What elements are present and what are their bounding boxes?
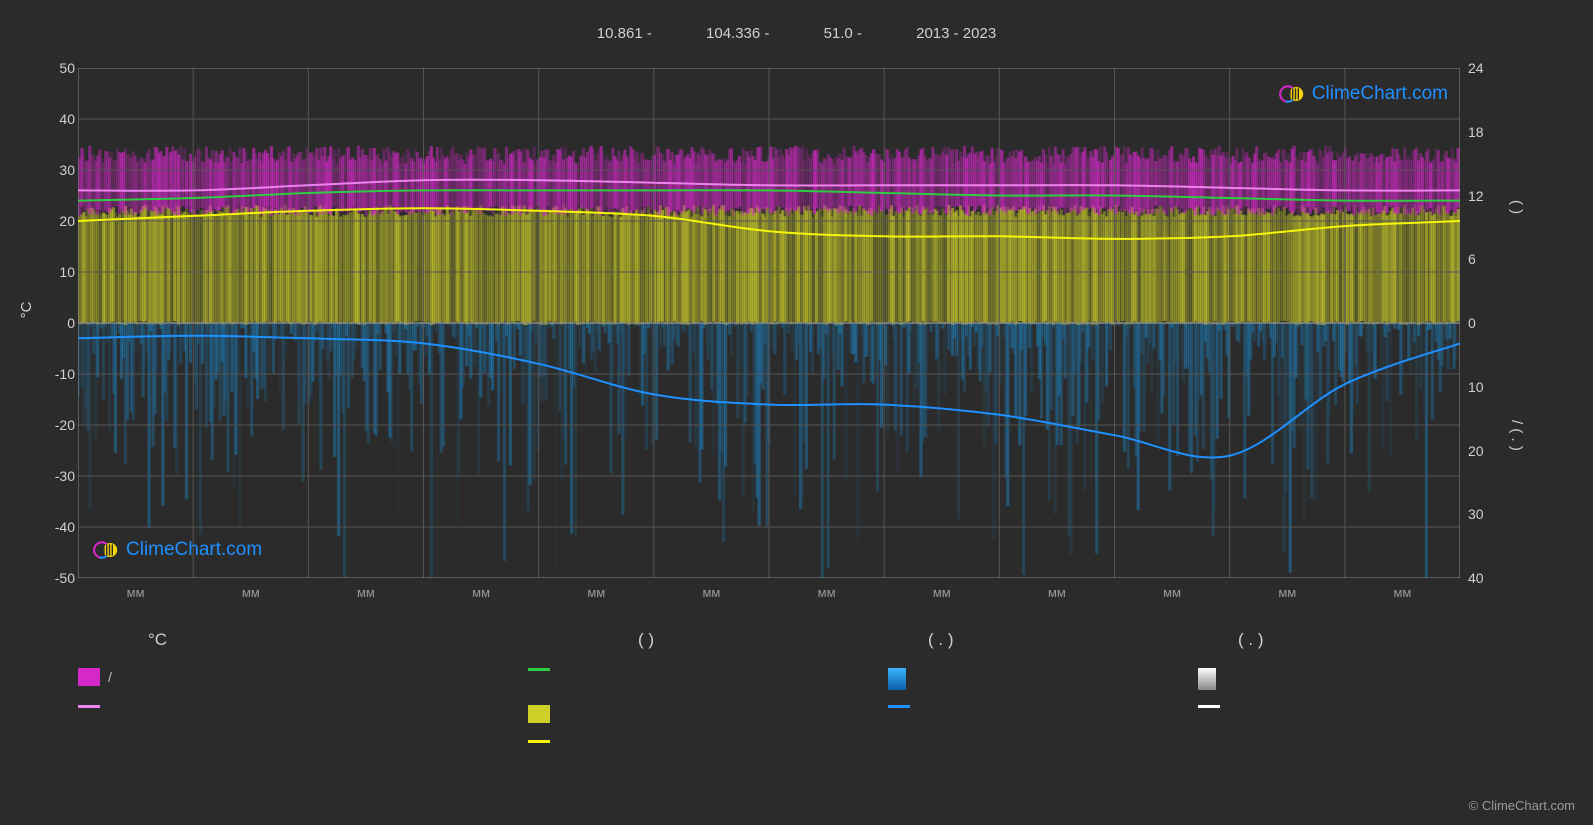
y-axis-right-label-top: ( ) [1508, 200, 1525, 214]
legend-h1: °C [148, 630, 167, 650]
x-axis: мммммммммммммммммммммммм [78, 585, 1460, 605]
logo-icon [92, 536, 120, 564]
lon: 104.336 - [706, 25, 769, 42]
y-axis-left: 50403020100-10-20-30-40-50 [40, 68, 75, 578]
legend-item [1198, 705, 1228, 708]
legend-h4: ( . ) [1238, 630, 1264, 650]
copyright: © ClimeChart.com [1469, 798, 1575, 813]
elev: 51.0 - [824, 25, 862, 42]
legend-h2: ( ) [638, 630, 654, 650]
legend-item [528, 668, 558, 671]
brand-logo-bottom: ClimeChart.com [92, 536, 262, 564]
brand-logo-top: ClimeChart.com [1278, 80, 1448, 108]
legend-item: / [78, 668, 112, 686]
legend-item [888, 668, 914, 690]
legend-item [1198, 668, 1224, 690]
brand-text: ClimeChart.com [1312, 83, 1448, 105]
climate-chart-svg [78, 68, 1460, 578]
y-axis-left-label: °C [18, 302, 35, 319]
legend-row-3 [78, 740, 1460, 764]
legend-row-1: / [78, 668, 1460, 692]
legend-h3: ( . ) [928, 630, 954, 650]
header-info: 10.861 - 104.336 - 51.0 - 2013 - 2023 [0, 25, 1593, 42]
lat: 10.861 - [597, 25, 652, 42]
logo-icon [1278, 80, 1306, 108]
legend-row-2 [78, 705, 1460, 729]
y-axis-right-label-bottom: / ( . ) [1508, 420, 1525, 451]
chart-plot-area: ClimeChart.com ClimeChart.com [78, 68, 1460, 578]
brand-text: ClimeChart.com [126, 539, 262, 561]
legend-item [528, 740, 558, 743]
y-axis-right: 2418126010203040 [1468, 68, 1498, 578]
legend-item [888, 705, 918, 708]
years: 2013 - 2023 [916, 25, 996, 42]
legend-item [528, 705, 558, 723]
legend-item [78, 705, 108, 708]
